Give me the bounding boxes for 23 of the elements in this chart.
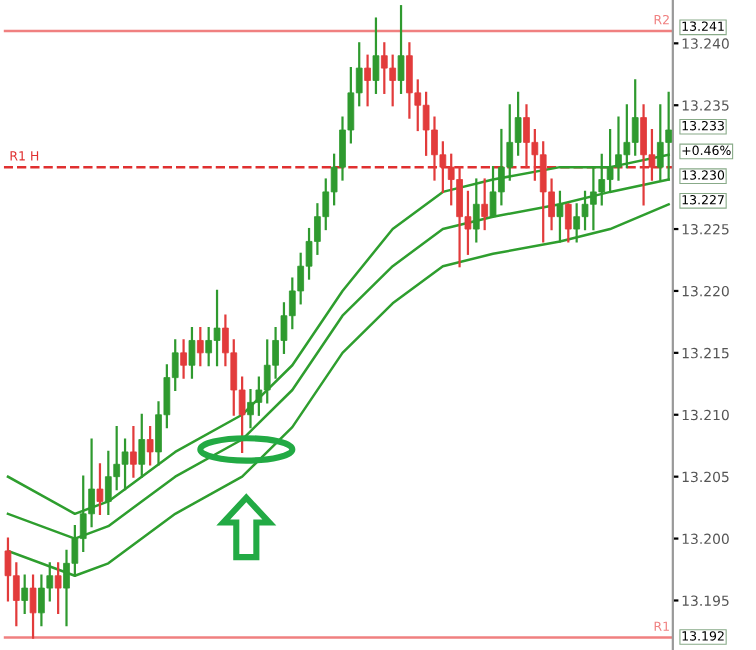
- candlestick: [130, 426, 137, 478]
- candlestick: [564, 203, 572, 243]
- candlestick: [631, 79, 639, 156]
- candlestick: [138, 413, 146, 478]
- candlestick: [481, 178, 489, 231]
- candlestick: [146, 426, 154, 466]
- candlestick: [196, 326, 204, 367]
- candlestick: [54, 562, 62, 614]
- candlestick: [213, 289, 221, 367]
- candlestick: [372, 17, 380, 94]
- candlestick: [397, 5, 405, 94]
- candlestick: [38, 574, 45, 627]
- candlestick: [364, 54, 371, 107]
- candlestick: [21, 574, 29, 614]
- candlestick: [406, 42, 413, 119]
- candlestick: [380, 42, 388, 94]
- candlestick: [247, 388, 254, 429]
- candlestick: [205, 326, 213, 367]
- candlestick: [180, 339, 187, 379]
- candlestick: [188, 326, 196, 379]
- candlestick: [29, 574, 37, 639]
- candlestick: [389, 54, 397, 107]
- candlestick: [96, 463, 104, 515]
